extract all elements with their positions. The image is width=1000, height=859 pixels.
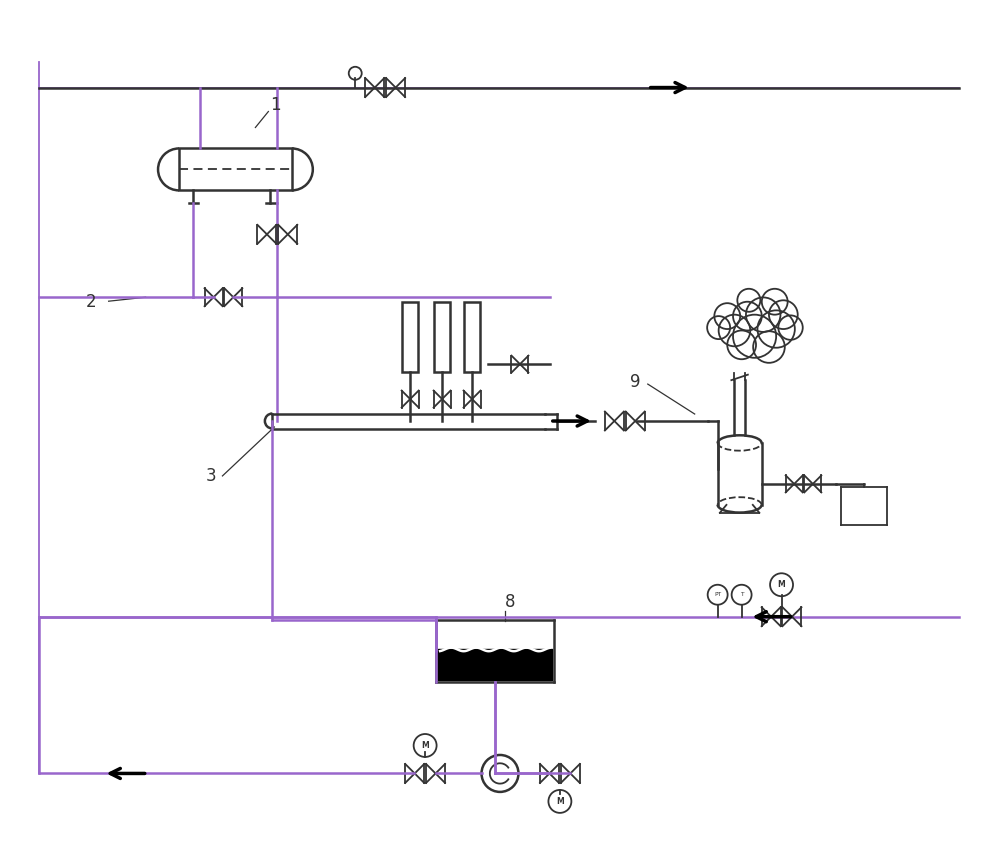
Bar	[179, 149, 292, 191]
Text: 9: 9	[630, 373, 640, 391]
Bar	[402, 302, 418, 372]
Text: M: M	[778, 580, 785, 589]
Text: 1: 1	[270, 95, 281, 113]
Text: M: M	[421, 741, 429, 750]
Text: PT: PT	[714, 592, 721, 597]
Bar	[464, 302, 480, 372]
Text: 2: 2	[86, 293, 96, 311]
Bar	[434, 302, 450, 372]
Text: M: M	[556, 797, 564, 806]
Text: 3: 3	[205, 467, 216, 485]
Text: 8: 8	[505, 593, 515, 611]
Text: T: T	[740, 592, 743, 597]
